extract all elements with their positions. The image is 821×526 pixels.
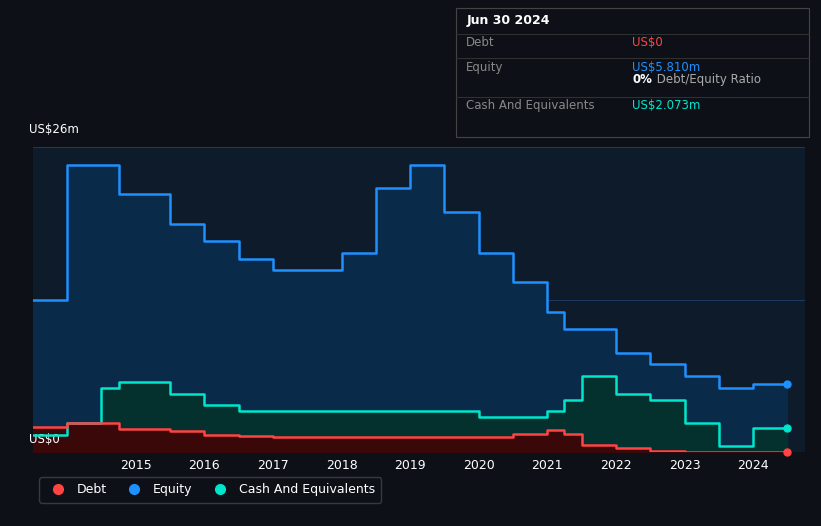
Text: Equity: Equity (466, 61, 504, 74)
Text: Jun 30 2024: Jun 30 2024 (466, 14, 550, 27)
Text: Debt/Equity Ratio: Debt/Equity Ratio (653, 73, 761, 86)
Legend: Debt, Equity, Cash And Equivalents: Debt, Equity, Cash And Equivalents (39, 477, 381, 502)
Text: US$26m: US$26m (29, 123, 79, 136)
Text: 0%: 0% (632, 73, 652, 86)
Point (781, 380, 794, 388)
Text: US$2.073m: US$2.073m (632, 99, 700, 113)
Text: Debt: Debt (466, 36, 495, 49)
Point (781, 448, 794, 457)
Text: US$0: US$0 (632, 36, 663, 49)
Text: Cash And Equivalents: Cash And Equivalents (466, 99, 595, 113)
Text: US$5.810m: US$5.810m (632, 61, 700, 74)
Point (781, 424, 794, 432)
Text: US$0: US$0 (29, 433, 60, 446)
